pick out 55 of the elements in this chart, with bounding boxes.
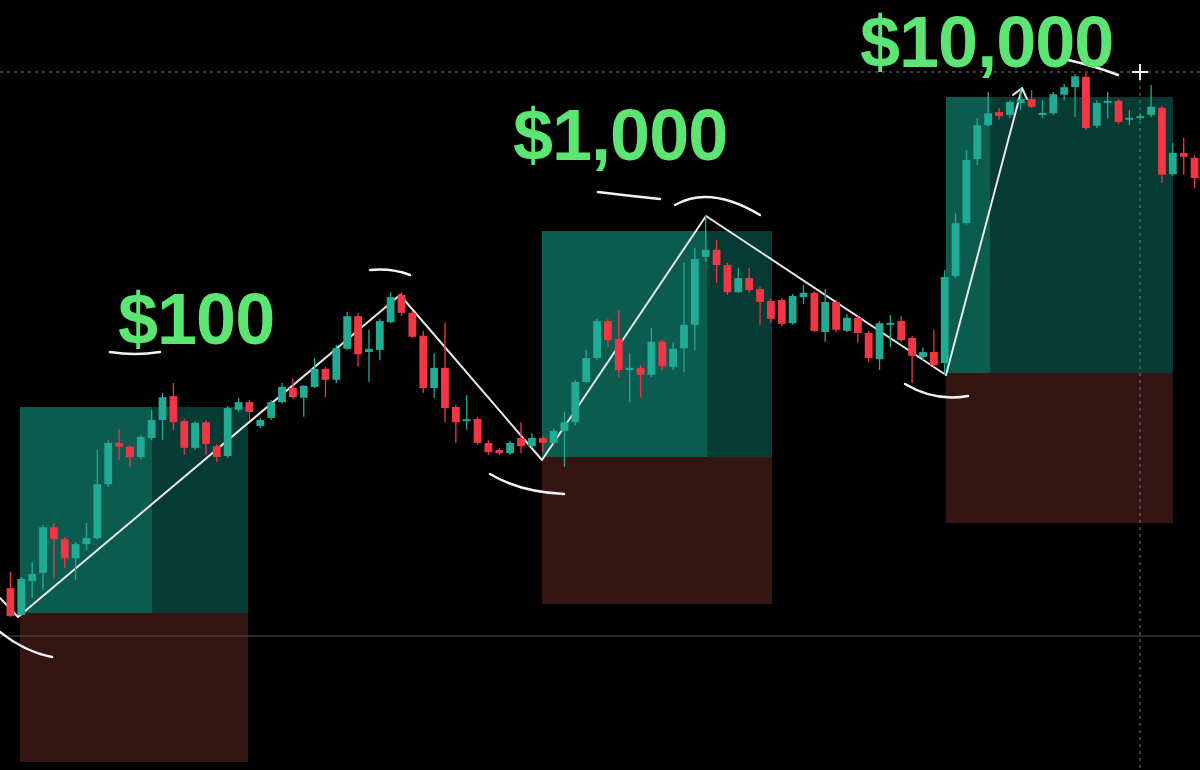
- candlestick: [582, 349, 591, 384]
- candlestick: [734, 267, 743, 294]
- candlestick: [397, 291, 406, 317]
- candlestick: [267, 399, 276, 421]
- candlestick: [408, 310, 417, 339]
- candlestick: [984, 91, 993, 128]
- candlestick: [288, 377, 297, 400]
- candlestick: [430, 352, 439, 399]
- candlestick: [1147, 84, 1156, 118]
- candlestick: [625, 352, 634, 403]
- candlestick: [560, 411, 569, 468]
- candlestick: [321, 366, 330, 398]
- candlestick: [136, 434, 145, 460]
- candlestick: [1092, 99, 1101, 129]
- candlestick: [777, 297, 786, 327]
- candlestick: [766, 298, 775, 324]
- candlestick: [299, 384, 308, 418]
- candlestick: [929, 329, 938, 368]
- candlestick: [1049, 91, 1058, 116]
- candlestick: [278, 382, 286, 404]
- candlestick: [451, 404, 460, 444]
- annotation: $10,000: [860, 2, 1114, 82]
- candlestick: [1103, 91, 1112, 119]
- candlestick: [473, 416, 482, 446]
- annotation: $100: [118, 279, 275, 359]
- candlestick: [853, 315, 862, 344]
- candlestick: [756, 286, 764, 326]
- candlestick: [680, 262, 688, 373]
- candlestick: [745, 267, 754, 293]
- candlestick: [701, 214, 710, 263]
- candlestick: [49, 522, 58, 579]
- candlestick: [71, 541, 80, 581]
- candlestick: [1179, 137, 1188, 176]
- candlestick: [245, 399, 254, 421]
- candlestick: [147, 409, 156, 441]
- candlestick: [310, 357, 319, 389]
- candlestick: [462, 394, 471, 431]
- candlestick: [669, 342, 678, 371]
- candlestick: [897, 315, 906, 343]
- candlestick: [886, 314, 895, 348]
- candlestick: [908, 335, 917, 384]
- candlestick: [202, 419, 210, 456]
- candlestick: [126, 444, 134, 468]
- candlestick: [28, 561, 37, 599]
- candlestick: [517, 421, 525, 454]
- candlestick: [919, 346, 927, 361]
- candlestick: [158, 392, 167, 441]
- candlestick: [60, 536, 69, 569]
- candlestick: [1016, 87, 1025, 111]
- candlestick: [115, 429, 123, 461]
- annotation: $1,000: [513, 95, 728, 175]
- candlestick: [365, 329, 373, 383]
- candlestick: [995, 107, 1003, 121]
- candlestick: [1168, 142, 1177, 177]
- candlestick: [604, 318, 612, 348]
